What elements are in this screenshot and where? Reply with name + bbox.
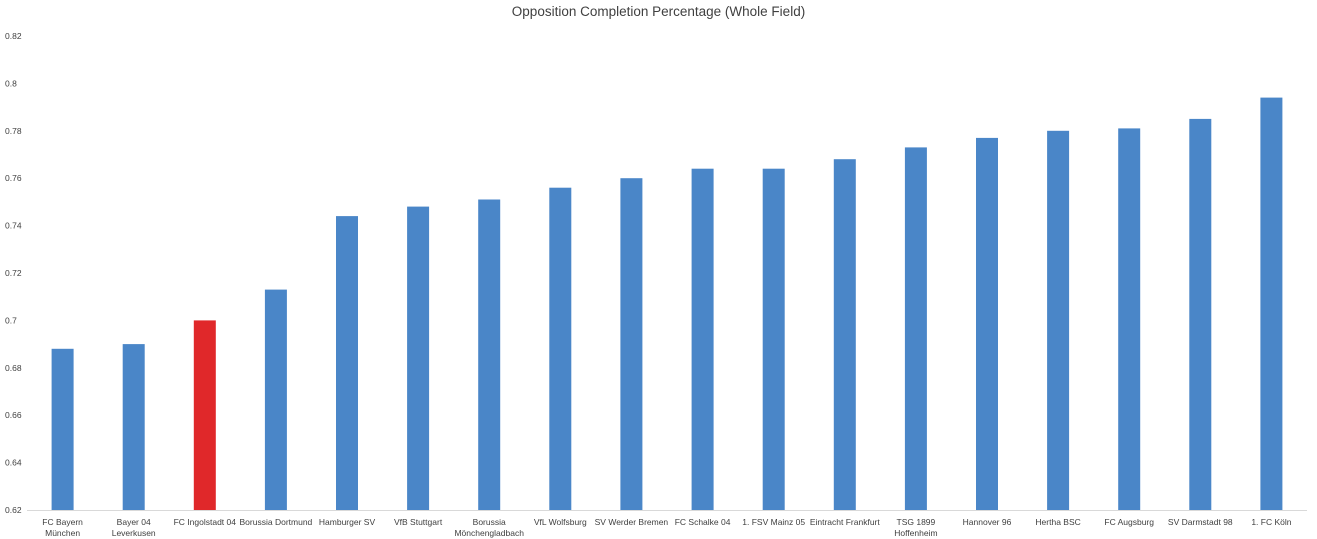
bar [620, 178, 643, 510]
bar [1118, 128, 1141, 510]
x-category-label-line: FC Schalke 04 [675, 517, 731, 527]
x-category-label-line: FC Ingolstadt 04 [174, 517, 237, 527]
bar [478, 199, 501, 510]
x-category-label-line: 1. FSV Mainz 05 [742, 517, 805, 527]
bar [1189, 118, 1212, 511]
x-category-label-line: München [45, 528, 80, 538]
x-category-label: Hamburger SV [319, 517, 376, 527]
bar [904, 147, 927, 510]
y-tick-label: 0.64 [5, 458, 22, 468]
x-category-label-line: Borussia [473, 517, 506, 527]
x-category-label: Eintracht Frankfurt [810, 517, 881, 527]
y-tick-label: 0.7 [5, 315, 17, 325]
x-category-label: FC Bayern München [42, 517, 83, 538]
bar [1260, 97, 1283, 510]
y-tick-label: 0.66 [5, 410, 22, 420]
x-category-label-line: Borussia Dortmund [240, 517, 313, 527]
x-category-label-line: FC Bayern [42, 517, 83, 527]
y-tick-label: 0.78 [5, 126, 22, 136]
bar [407, 206, 430, 510]
y-axis-tick-labels: 0.62 0.64 0.66 0.68 0.7 0.72 0.74 0.76 0.78 0.8 0.… [5, 31, 22, 515]
x-category-label: 1. FSV Mainz 05 [742, 517, 805, 527]
x-category-label-line: SV Werder Bremen [595, 517, 669, 527]
bar [549, 187, 572, 510]
x-category-label-line: Hamburger SV [319, 517, 376, 527]
x-category-label-line: VfL Wolfsburg [534, 517, 587, 527]
x-category-label-line: TSG 1899 [897, 517, 936, 527]
x-category-label-line: Bayer 04 [117, 517, 151, 527]
x-category-label-line: Mönchengladbach [454, 528, 524, 538]
bar [762, 168, 785, 510]
x-category-label: Hertha BSC [1035, 517, 1080, 527]
bar [1047, 130, 1070, 511]
y-tick-label: 0.82 [5, 31, 22, 41]
bar [336, 216, 358, 510]
bar [122, 344, 145, 510]
x-category-label-line: Leverkusen [112, 528, 156, 538]
x-category-label-line: FC Augsburg [1104, 517, 1154, 527]
x-category-label: FC Ingolstadt 04 [174, 517, 237, 527]
x-category-label: Hannover 96 [963, 517, 1012, 527]
bar [976, 137, 998, 510]
y-tick-label: 0.8 [5, 78, 17, 88]
x-category-label: VfB Stuttgart [394, 517, 443, 527]
y-tick-label: 0.68 [5, 363, 22, 373]
x-category-label: 1. FC Köln [1251, 517, 1291, 527]
x-category-label-line: Eintracht Frankfurt [810, 517, 881, 527]
bar [193, 320, 216, 510]
x-category-label: Borussia Dortmund [240, 517, 313, 527]
x-category-label: SV Darmstadt 98 [1168, 517, 1233, 527]
bar [51, 348, 74, 510]
x-category-label-line: Hannover 96 [963, 517, 1012, 527]
x-category-label-line: SV Darmstadt 98 [1168, 517, 1233, 527]
y-tick-label: 0.76 [5, 173, 22, 183]
x-category-label: Bayer 04 Leverkusen [112, 517, 156, 538]
y-tick-label: 0.62 [5, 505, 22, 515]
bars-group [51, 97, 1283, 511]
x-category-label: Borussia Mönchengladbach [454, 517, 524, 538]
bar [833, 159, 856, 510]
chart-title: Opposition Completion Percentage (Whole … [511, 4, 806, 19]
x-axis-category-labels: FC Bayern München Bayer 04 Leverkusen FC Ing… [42, 517, 1291, 538]
x-category-label: VfL Wolfsburg [534, 517, 587, 527]
x-category-label: SV Werder Bremen [595, 517, 669, 527]
x-category-label-line: Hertha BSC [1035, 517, 1080, 527]
bar [264, 289, 287, 510]
y-tick-label: 0.74 [5, 221, 22, 231]
x-category-label: TSG 1899 Hoffenheim [894, 517, 937, 538]
x-category-label-line: 1. FC Köln [1251, 517, 1291, 527]
x-category-label: FC Augsburg [1104, 517, 1154, 527]
x-category-label-line: VfB Stuttgart [394, 517, 443, 527]
y-tick-label: 0.72 [5, 268, 22, 278]
bar [691, 168, 714, 510]
x-category-label: FC Schalke 04 [675, 517, 731, 527]
x-category-label-line: Hoffenheim [894, 528, 937, 538]
